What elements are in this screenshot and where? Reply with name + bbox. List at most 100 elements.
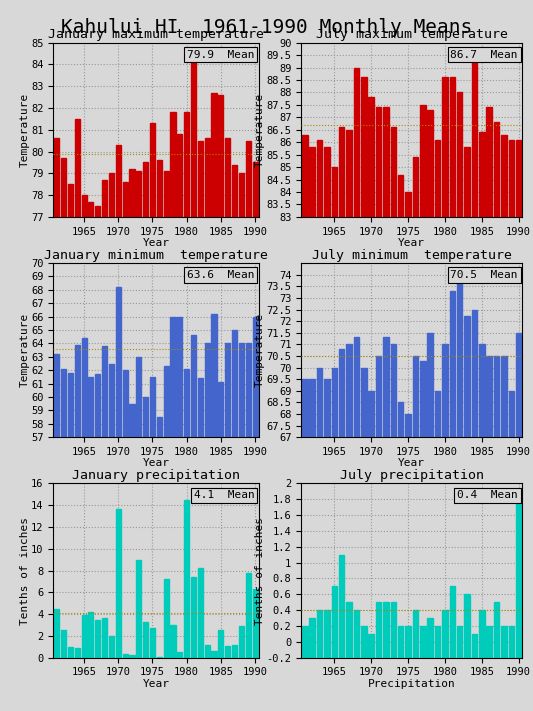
Bar bbox=[88, 612, 93, 658]
Bar bbox=[449, 587, 455, 658]
Bar bbox=[212, 314, 216, 437]
Bar bbox=[212, 651, 216, 658]
Bar bbox=[164, 171, 169, 217]
Bar bbox=[123, 654, 128, 658]
Bar bbox=[457, 279, 463, 437]
Bar bbox=[164, 366, 169, 437]
Bar bbox=[232, 645, 237, 658]
Bar bbox=[361, 77, 367, 217]
Bar bbox=[310, 147, 315, 217]
Bar bbox=[368, 97, 374, 217]
Bar bbox=[516, 499, 521, 658]
Bar bbox=[435, 140, 440, 217]
Bar bbox=[68, 184, 73, 217]
Bar bbox=[198, 568, 203, 658]
Bar bbox=[317, 368, 322, 437]
Bar bbox=[212, 92, 216, 217]
Bar bbox=[177, 652, 182, 658]
Bar bbox=[427, 618, 433, 658]
Bar bbox=[479, 344, 484, 437]
Bar bbox=[102, 619, 107, 658]
Bar bbox=[143, 162, 148, 217]
Bar bbox=[219, 95, 223, 217]
Bar bbox=[405, 626, 411, 658]
Bar bbox=[191, 336, 196, 437]
Bar bbox=[219, 383, 223, 437]
Bar bbox=[225, 646, 230, 658]
Title: July precipitation: July precipitation bbox=[340, 469, 484, 482]
Bar bbox=[324, 147, 330, 217]
Bar bbox=[413, 356, 418, 437]
Bar bbox=[109, 363, 114, 437]
Bar bbox=[487, 356, 492, 437]
Bar bbox=[123, 182, 128, 217]
Text: 0.4  Mean: 0.4 Mean bbox=[457, 491, 518, 501]
Bar bbox=[184, 369, 189, 437]
Bar bbox=[150, 123, 155, 217]
Y-axis label: Temperature: Temperature bbox=[255, 313, 265, 387]
Bar bbox=[88, 377, 93, 437]
Bar bbox=[75, 345, 80, 437]
Bar bbox=[427, 333, 433, 437]
Title: January precipitation: January precipitation bbox=[72, 469, 240, 482]
Bar bbox=[508, 626, 514, 658]
Bar bbox=[177, 134, 182, 217]
Bar bbox=[82, 338, 87, 437]
Bar bbox=[420, 105, 425, 217]
X-axis label: Year: Year bbox=[142, 679, 169, 689]
Title: January maximum temperature: January maximum temperature bbox=[48, 28, 264, 41]
Bar bbox=[157, 417, 162, 437]
Y-axis label: Temperature: Temperature bbox=[20, 92, 30, 167]
Bar bbox=[302, 379, 308, 437]
Bar bbox=[494, 356, 499, 437]
Bar bbox=[157, 160, 162, 217]
Bar bbox=[494, 122, 499, 217]
Bar bbox=[246, 343, 251, 437]
Bar bbox=[136, 560, 141, 658]
Text: Kahului HI  1961-1990 Monthly Means: Kahului HI 1961-1990 Monthly Means bbox=[61, 18, 472, 37]
Y-axis label: Temperature: Temperature bbox=[20, 313, 30, 387]
Bar bbox=[405, 192, 411, 217]
Bar bbox=[232, 330, 237, 437]
Bar bbox=[472, 634, 477, 658]
X-axis label: Year: Year bbox=[398, 459, 425, 469]
Bar bbox=[310, 618, 315, 658]
Bar bbox=[391, 127, 396, 217]
Bar bbox=[95, 206, 100, 217]
Bar bbox=[225, 343, 230, 437]
Bar bbox=[398, 402, 403, 437]
Bar bbox=[317, 610, 322, 658]
Bar bbox=[487, 626, 492, 658]
Title: July minimum  temperature: July minimum temperature bbox=[312, 249, 512, 262]
Bar bbox=[61, 369, 66, 437]
Bar bbox=[61, 631, 66, 658]
Bar bbox=[68, 647, 73, 658]
Bar bbox=[354, 68, 359, 217]
Bar bbox=[376, 107, 381, 217]
Bar bbox=[361, 626, 367, 658]
Bar bbox=[239, 626, 244, 658]
Bar bbox=[383, 602, 389, 658]
Bar bbox=[88, 202, 93, 217]
Bar bbox=[246, 141, 251, 217]
Bar bbox=[82, 195, 87, 217]
Bar bbox=[75, 648, 80, 658]
Text: 70.5  Mean: 70.5 Mean bbox=[450, 270, 518, 280]
Bar bbox=[383, 107, 389, 217]
Bar bbox=[102, 346, 107, 437]
Bar bbox=[508, 140, 514, 217]
Bar bbox=[150, 629, 155, 658]
Bar bbox=[479, 132, 484, 217]
Bar bbox=[435, 626, 440, 658]
Bar bbox=[109, 636, 114, 658]
Bar bbox=[420, 360, 425, 437]
Bar bbox=[302, 626, 308, 658]
Bar bbox=[413, 157, 418, 217]
Bar bbox=[516, 333, 521, 437]
Bar bbox=[398, 174, 403, 217]
Bar bbox=[398, 626, 403, 658]
Bar bbox=[332, 587, 337, 658]
X-axis label: Year: Year bbox=[398, 238, 425, 248]
Bar bbox=[339, 555, 344, 658]
Bar bbox=[123, 370, 128, 437]
